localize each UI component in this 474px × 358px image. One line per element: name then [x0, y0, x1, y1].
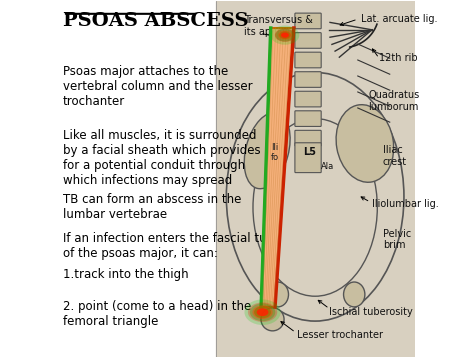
Text: If an infection enters the fascial tube
of the psoas major, it can:: If an infection enters the fascial tube …: [63, 232, 281, 260]
Text: Ala: Ala: [320, 162, 334, 171]
Ellipse shape: [261, 308, 284, 331]
Polygon shape: [261, 28, 294, 307]
Text: 1.track into the thigh: 1.track into the thigh: [63, 268, 189, 281]
Ellipse shape: [279, 31, 291, 39]
Ellipse shape: [248, 303, 277, 322]
Text: 12th rib: 12th rib: [379, 53, 418, 63]
Text: L5: L5: [303, 147, 316, 158]
Text: Iliac
crest: Iliac crest: [383, 145, 407, 167]
Text: Transversus &
its apon.: Transversus & its apon.: [244, 15, 313, 37]
Text: Like all muscles, it is surrounded
by a facial sheath which provides
for a poten: Like all muscles, it is surrounded by a …: [63, 129, 261, 187]
Ellipse shape: [275, 29, 294, 42]
Ellipse shape: [253, 305, 273, 319]
Text: PSOAS ABSCESS: PSOAS ABSCESS: [63, 12, 248, 30]
Ellipse shape: [254, 306, 271, 318]
Ellipse shape: [267, 282, 289, 307]
FancyBboxPatch shape: [295, 72, 321, 87]
FancyBboxPatch shape: [295, 130, 321, 146]
Ellipse shape: [245, 299, 281, 325]
Text: Ischial tuberosity: Ischial tuberosity: [329, 307, 413, 317]
Text: Lesser trochanter: Lesser trochanter: [297, 330, 383, 340]
Text: Lat. arcuate lig.: Lat. arcuate lig.: [361, 14, 438, 24]
Ellipse shape: [281, 33, 289, 38]
FancyBboxPatch shape: [295, 13, 321, 29]
Text: Ili
fo: Ili fo: [271, 142, 279, 162]
Text: Pelvic
brim: Pelvic brim: [383, 229, 411, 250]
FancyBboxPatch shape: [295, 91, 321, 107]
FancyBboxPatch shape: [295, 52, 321, 68]
FancyBboxPatch shape: [295, 143, 321, 173]
Ellipse shape: [244, 112, 290, 189]
FancyBboxPatch shape: [295, 111, 321, 126]
Ellipse shape: [271, 25, 300, 45]
Text: Iliolumbar lig.: Iliolumbar lig.: [372, 199, 439, 209]
Ellipse shape: [250, 303, 275, 321]
Text: 2. point (come to a head) in the
femoral triangle: 2. point (come to a head) in the femoral…: [63, 300, 251, 328]
Ellipse shape: [257, 308, 268, 316]
Ellipse shape: [278, 31, 292, 40]
FancyBboxPatch shape: [295, 33, 321, 48]
Ellipse shape: [275, 28, 295, 42]
Text: Psoas major attaches to the
vertebral column and the lesser
trochanter: Psoas major attaches to the vertebral co…: [63, 65, 253, 108]
Ellipse shape: [336, 105, 394, 182]
Text: TB can form an abscess in the
lumbar vertebrae: TB can form an abscess in the lumbar ver…: [63, 193, 241, 221]
Ellipse shape: [344, 282, 365, 307]
Polygon shape: [216, 1, 415, 357]
Text: Quadratus
lumborum: Quadratus lumborum: [368, 90, 419, 112]
